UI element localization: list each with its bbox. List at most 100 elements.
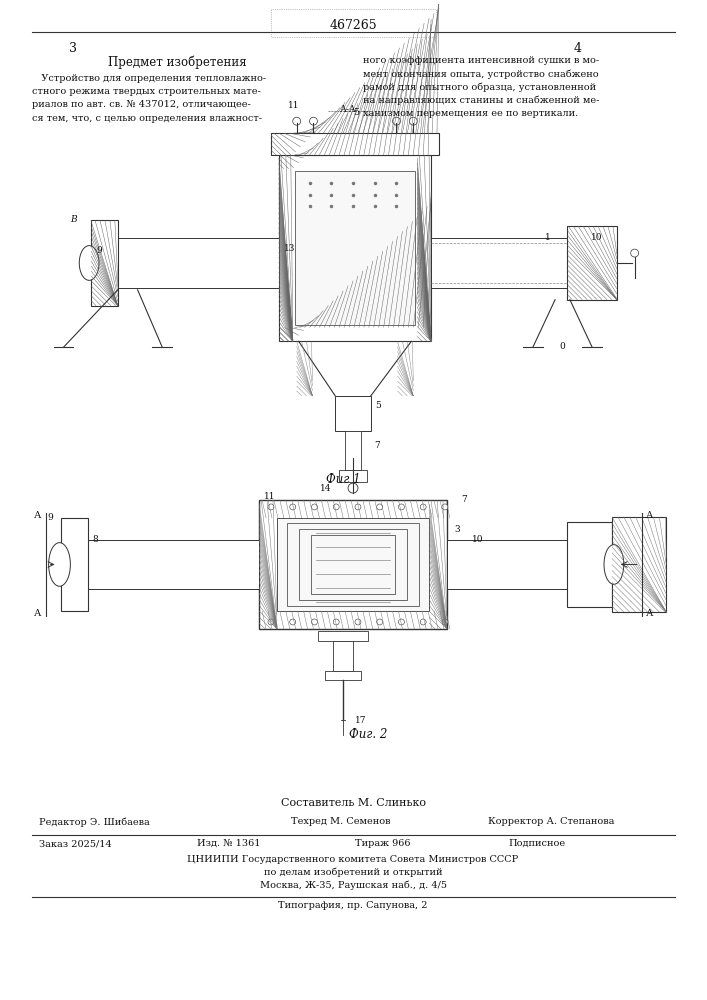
Text: Тираж 966: Тираж 966 bbox=[355, 839, 411, 848]
Text: Изд. № 1361: Изд. № 1361 bbox=[197, 839, 260, 848]
Text: 10: 10 bbox=[472, 535, 483, 544]
Text: 467265: 467265 bbox=[329, 19, 377, 32]
Ellipse shape bbox=[49, 543, 71, 586]
Text: Фиг 1: Фиг 1 bbox=[326, 473, 361, 486]
Text: 11: 11 bbox=[264, 492, 276, 501]
Text: Корректор А. Степанова: Корректор А. Степанова bbox=[489, 817, 615, 826]
Text: Москва, Ж-35, Раушская наб., д. 4/5: Москва, Ж-35, Раушская наб., д. 4/5 bbox=[259, 881, 447, 890]
Bar bbox=[271, 133, 439, 155]
Circle shape bbox=[399, 619, 404, 625]
Bar bbox=[318, 631, 368, 641]
Bar bbox=[431, 238, 578, 288]
Text: 5: 5 bbox=[353, 108, 359, 117]
Text: B: B bbox=[70, 215, 76, 224]
Circle shape bbox=[399, 504, 404, 510]
Ellipse shape bbox=[604, 545, 624, 584]
Circle shape bbox=[312, 504, 317, 510]
Text: на направляющих станины и снабженной ме-: на направляющих станины и снабженной ме- bbox=[363, 96, 600, 105]
Circle shape bbox=[377, 504, 382, 510]
Text: 13: 13 bbox=[284, 244, 296, 253]
Circle shape bbox=[268, 619, 274, 625]
Text: ного коэффициента интенсивной сушки в мо-: ного коэффициента интенсивной сушки в мо… bbox=[363, 56, 599, 65]
Circle shape bbox=[377, 619, 382, 625]
Circle shape bbox=[409, 117, 417, 125]
Text: 0: 0 bbox=[560, 342, 566, 351]
Bar bbox=[298, 529, 407, 600]
Bar bbox=[612, 517, 666, 612]
Bar bbox=[271, 9, 436, 37]
Text: Предмет изобретения: Предмет изобретения bbox=[107, 56, 247, 69]
Circle shape bbox=[348, 483, 358, 493]
Circle shape bbox=[442, 504, 448, 510]
Circle shape bbox=[392, 117, 400, 125]
Circle shape bbox=[333, 619, 339, 625]
Bar bbox=[447, 540, 578, 589]
Bar bbox=[113, 238, 279, 288]
Text: Фиг. 2: Фиг. 2 bbox=[349, 728, 387, 741]
Circle shape bbox=[355, 619, 361, 625]
Circle shape bbox=[355, 504, 361, 510]
Circle shape bbox=[442, 619, 448, 625]
Text: стного режима твердых строительных мате-: стного режима твердых строительных мате- bbox=[32, 87, 261, 96]
Text: Устройство для определения тепловлажно-: Устройство для определения тепловлажно- bbox=[32, 74, 266, 83]
Bar bbox=[310, 535, 395, 594]
Bar bbox=[279, 155, 431, 341]
Circle shape bbox=[420, 504, 426, 510]
Text: ЦНИИПИ Государственного комитета Совета Министров СССР: ЦНИИПИ Государственного комитета Совета … bbox=[187, 855, 519, 864]
Text: 11: 11 bbox=[288, 101, 300, 110]
Bar bbox=[568, 522, 612, 607]
Bar bbox=[333, 641, 353, 671]
Circle shape bbox=[310, 117, 317, 125]
Circle shape bbox=[631, 249, 638, 257]
Text: 7: 7 bbox=[462, 495, 467, 504]
Text: ся тем, что, с целью определения влажност-: ся тем, что, с целью определения влажнос… bbox=[32, 114, 262, 123]
Text: риалов по авт. св. № 437012, отличающее-: риалов по авт. св. № 437012, отличающее- bbox=[32, 100, 250, 109]
Text: ханизмом перемещения ее по вертикали.: ханизмом перемещения ее по вертикали. bbox=[363, 109, 578, 118]
Bar bbox=[91, 220, 118, 306]
Text: 3: 3 bbox=[69, 42, 77, 55]
Text: 7: 7 bbox=[375, 441, 380, 450]
Bar bbox=[345, 431, 361, 470]
Ellipse shape bbox=[79, 246, 99, 280]
Text: Подписное: Подписное bbox=[508, 839, 566, 848]
Text: 9: 9 bbox=[96, 246, 102, 255]
Circle shape bbox=[290, 504, 296, 510]
Text: по делам изобретений и открытий: по делам изобретений и открытий bbox=[264, 868, 443, 877]
Text: 14: 14 bbox=[320, 484, 332, 493]
Circle shape bbox=[333, 504, 339, 510]
Bar bbox=[83, 540, 259, 589]
Text: Техред М. Семенов: Техред М. Семенов bbox=[291, 817, 390, 826]
Circle shape bbox=[293, 117, 300, 125]
Bar bbox=[335, 396, 370, 431]
Bar bbox=[295, 171, 415, 325]
Text: Заказ 2025/14: Заказ 2025/14 bbox=[39, 839, 112, 848]
Bar bbox=[62, 518, 88, 611]
Text: Составитель М. Слинько: Составитель М. Слинько bbox=[281, 798, 426, 808]
Text: 17: 17 bbox=[355, 716, 366, 725]
Text: 10: 10 bbox=[591, 233, 603, 242]
Circle shape bbox=[290, 619, 296, 625]
Circle shape bbox=[268, 504, 274, 510]
Text: А: А bbox=[645, 609, 653, 618]
Bar bbox=[325, 671, 361, 680]
Text: 4: 4 bbox=[573, 42, 581, 55]
Text: 8: 8 bbox=[92, 535, 98, 544]
Circle shape bbox=[312, 619, 317, 625]
Bar bbox=[277, 518, 429, 611]
Circle shape bbox=[420, 619, 426, 625]
Bar bbox=[568, 226, 617, 300]
Text: 9: 9 bbox=[48, 513, 54, 522]
Text: А: А bbox=[34, 609, 42, 618]
Text: А-А: А-А bbox=[339, 105, 356, 114]
Bar bbox=[339, 470, 367, 482]
Text: 3: 3 bbox=[455, 525, 460, 534]
Text: мент окончания опыта, устройство снабжено: мент окончания опыта, устройство снабжен… bbox=[363, 69, 599, 79]
Text: рамой для опытного образца, установленной: рамой для опытного образца, установленно… bbox=[363, 83, 596, 92]
Text: 1: 1 bbox=[545, 233, 551, 242]
Text: 5: 5 bbox=[375, 401, 380, 410]
Text: Типография, пр. Сапунова, 2: Типография, пр. Сапунова, 2 bbox=[279, 901, 428, 910]
Bar bbox=[259, 500, 447, 629]
Text: А: А bbox=[34, 511, 42, 520]
Bar bbox=[287, 523, 419, 606]
Text: А: А bbox=[645, 511, 653, 520]
